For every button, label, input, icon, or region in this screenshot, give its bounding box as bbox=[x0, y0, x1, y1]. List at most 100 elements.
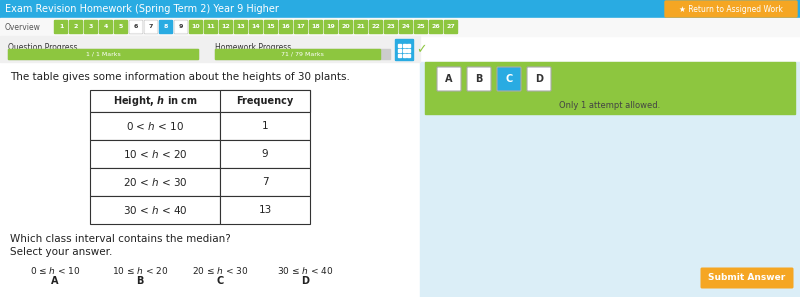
Bar bbox=[90, 112, 220, 140]
FancyBboxPatch shape bbox=[205, 20, 218, 34]
Text: Frequency: Frequency bbox=[236, 96, 294, 106]
FancyBboxPatch shape bbox=[414, 20, 427, 34]
Text: 20 < $h$ < 30: 20 < $h$ < 30 bbox=[122, 176, 187, 188]
Bar bbox=[220, 140, 310, 168]
FancyBboxPatch shape bbox=[701, 268, 794, 288]
Text: 16: 16 bbox=[282, 24, 290, 29]
Bar bbox=[407, 44, 410, 47]
Text: 2: 2 bbox=[74, 24, 78, 29]
Text: 30 < $h$ < 40: 30 < $h$ < 40 bbox=[122, 204, 187, 216]
Text: 24: 24 bbox=[402, 24, 410, 29]
Text: 10 ≤ $h$ < 20: 10 ≤ $h$ < 20 bbox=[112, 266, 168, 277]
FancyBboxPatch shape bbox=[190, 20, 202, 34]
FancyBboxPatch shape bbox=[467, 67, 491, 91]
Bar bbox=[220, 168, 310, 196]
Text: D: D bbox=[301, 276, 309, 286]
FancyBboxPatch shape bbox=[354, 20, 367, 34]
Bar bbox=[90, 90, 310, 112]
Bar bbox=[425, 62, 795, 114]
Text: Select your answer.: Select your answer. bbox=[10, 247, 112, 257]
Text: ✓: ✓ bbox=[416, 43, 426, 56]
FancyBboxPatch shape bbox=[370, 20, 382, 34]
FancyBboxPatch shape bbox=[234, 20, 247, 34]
Text: 6: 6 bbox=[134, 24, 138, 29]
FancyBboxPatch shape bbox=[497, 67, 521, 91]
Bar bbox=[0, 36, 420, 62]
FancyBboxPatch shape bbox=[159, 20, 173, 34]
Text: 1: 1 bbox=[59, 24, 63, 29]
Text: 71 / 79 Marks: 71 / 79 Marks bbox=[281, 51, 323, 56]
Text: 0 < $h$ < 10: 0 < $h$ < 10 bbox=[126, 120, 184, 132]
Text: 21: 21 bbox=[357, 24, 366, 29]
Text: Height, $\bfit{h}$ in cm: Height, $\bfit{h}$ in cm bbox=[113, 94, 198, 108]
Text: The table gives some information about the heights of 30 plants.: The table gives some information about t… bbox=[10, 72, 350, 82]
FancyBboxPatch shape bbox=[130, 21, 142, 33]
Text: 10: 10 bbox=[192, 24, 200, 29]
Text: 7: 7 bbox=[262, 177, 268, 187]
FancyBboxPatch shape bbox=[99, 20, 113, 34]
Bar bbox=[90, 168, 220, 196]
FancyBboxPatch shape bbox=[527, 67, 551, 91]
FancyBboxPatch shape bbox=[325, 20, 338, 34]
FancyBboxPatch shape bbox=[310, 20, 322, 34]
FancyBboxPatch shape bbox=[445, 20, 458, 34]
Text: 22: 22 bbox=[372, 24, 380, 29]
FancyBboxPatch shape bbox=[250, 20, 262, 34]
Bar bbox=[398, 49, 401, 52]
Bar bbox=[0, 18, 800, 36]
FancyBboxPatch shape bbox=[265, 20, 278, 34]
Text: 17: 17 bbox=[297, 24, 306, 29]
FancyBboxPatch shape bbox=[85, 20, 98, 34]
Text: 9: 9 bbox=[262, 149, 268, 159]
Text: C: C bbox=[506, 74, 513, 84]
Text: Exam Revision Homework (Spring Term 2) Year 9 Higher: Exam Revision Homework (Spring Term 2) Y… bbox=[5, 4, 279, 14]
FancyBboxPatch shape bbox=[385, 20, 398, 34]
FancyBboxPatch shape bbox=[294, 20, 307, 34]
Bar bbox=[398, 44, 401, 47]
Bar bbox=[220, 90, 310, 112]
Text: 12: 12 bbox=[222, 24, 230, 29]
Text: 10 < $h$ < 20: 10 < $h$ < 20 bbox=[122, 148, 187, 160]
Bar bbox=[398, 54, 401, 57]
Text: 19: 19 bbox=[326, 24, 335, 29]
Text: 26: 26 bbox=[432, 24, 440, 29]
Bar bbox=[220, 196, 310, 224]
Text: 18: 18 bbox=[312, 24, 320, 29]
Text: 13: 13 bbox=[237, 24, 246, 29]
Text: Submit Answer: Submit Answer bbox=[708, 274, 786, 282]
FancyBboxPatch shape bbox=[70, 20, 82, 34]
Text: 15: 15 bbox=[266, 24, 275, 29]
FancyBboxPatch shape bbox=[54, 20, 67, 34]
Text: 11: 11 bbox=[206, 24, 215, 29]
Text: 3: 3 bbox=[89, 24, 93, 29]
Text: 30 ≤ $h$ < 40: 30 ≤ $h$ < 40 bbox=[277, 266, 334, 277]
FancyBboxPatch shape bbox=[339, 20, 353, 34]
Bar bbox=[90, 140, 220, 168]
Text: Which class interval contains the median?: Which class interval contains the median… bbox=[10, 234, 230, 244]
Text: 4: 4 bbox=[104, 24, 108, 29]
FancyBboxPatch shape bbox=[130, 20, 142, 34]
Text: 5: 5 bbox=[119, 24, 123, 29]
Text: 20: 20 bbox=[342, 24, 350, 29]
Text: A: A bbox=[446, 74, 453, 84]
FancyBboxPatch shape bbox=[145, 20, 158, 34]
Text: 1: 1 bbox=[262, 121, 268, 131]
Text: 20 ≤ $h$ < 30: 20 ≤ $h$ < 30 bbox=[192, 266, 248, 277]
Text: A: A bbox=[51, 276, 58, 286]
Bar bbox=[0, 62, 420, 297]
Bar bbox=[220, 112, 310, 140]
Bar bbox=[402, 44, 406, 47]
Text: Only 1 attempt allowed.: Only 1 attempt allowed. bbox=[559, 100, 661, 110]
Bar bbox=[215, 49, 380, 59]
Bar bbox=[420, 62, 800, 297]
Text: B: B bbox=[475, 74, 482, 84]
Bar bbox=[402, 49, 406, 52]
FancyBboxPatch shape bbox=[395, 40, 414, 61]
Text: ★ Return to Assigned Work: ★ Return to Assigned Work bbox=[679, 4, 783, 13]
FancyBboxPatch shape bbox=[174, 20, 187, 34]
Text: 7: 7 bbox=[149, 24, 153, 29]
Bar bbox=[0, 0, 800, 18]
Bar bbox=[90, 196, 220, 224]
Text: 9: 9 bbox=[179, 24, 183, 29]
Text: Question Progress: Question Progress bbox=[8, 43, 78, 52]
